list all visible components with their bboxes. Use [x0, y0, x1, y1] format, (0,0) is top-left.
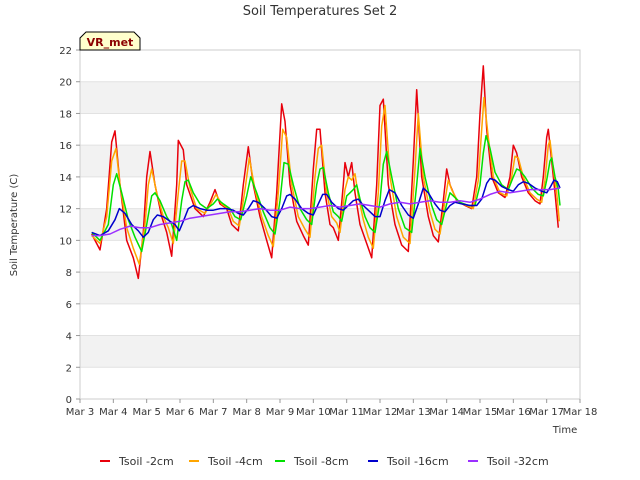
x-tick-label: Mar 5 [132, 407, 160, 418]
x-tick-label: Mar 13 [396, 407, 431, 418]
y-tick-label: 12 [59, 205, 72, 216]
x-tick-label: Mar 4 [99, 407, 127, 418]
legend: Tsoil -2cm Tsoil -4cm Tsoil -8cm Tsoil -16c… [100, 455, 549, 468]
x-axis-ticks: Mar 3 Mar 4 Mar 5 Mar 6 Mar 7 Mar 8 Mar 9 Mar 1… [66, 399, 598, 418]
badge-label: VR_met [87, 36, 134, 49]
legend-entry: Tsoil -32cm [486, 455, 549, 468]
x-tick-label: Mar 11 [329, 407, 364, 418]
x-axis-label: Time [552, 425, 577, 436]
x-tick-label: Mar 9 [266, 407, 294, 418]
y-tick-label: 6 [66, 300, 72, 311]
x-tick-label: Mar 10 [296, 407, 331, 418]
x-tick-label: Mar 6 [166, 407, 194, 418]
x-tick-label: Mar 12 [363, 407, 398, 418]
chart-title: Soil Temperatures Set 2 [243, 4, 398, 19]
y-tick-label: 16 [59, 141, 72, 152]
plot-band [80, 81, 580, 114]
plot-band [80, 335, 580, 368]
plot-band [80, 272, 580, 304]
series-line-tsoil32cm [91, 187, 561, 237]
y-axis-ticks: 0 2 4 6 8 10 12 14 16 18 20 22 [59, 46, 80, 406]
plot-frame [79, 49, 581, 400]
plot-background-bands [80, 81, 580, 368]
x-tick-label: Mar 18 [563, 407, 598, 418]
y-tick-label: 8 [66, 268, 72, 279]
legend-entry: Tsoil -8cm [293, 455, 349, 468]
x-tick-label: Mar 8 [232, 407, 260, 418]
legend-entry: Tsoil -16cm [386, 455, 449, 468]
series-line-tsoil16cm [91, 177, 561, 238]
y-tick-label: 10 [59, 236, 72, 247]
y-tick-label: 22 [59, 46, 72, 57]
y-tick-label: 2 [66, 363, 72, 374]
x-tick-label: Mar 16 [496, 407, 531, 418]
y-tick-label: 18 [59, 109, 72, 120]
x-tick-label: Mar 3 [66, 407, 94, 418]
y-tick-label: 0 [66, 395, 72, 406]
series-lines [91, 65, 561, 280]
legend-entry: Tsoil -4cm [207, 455, 263, 468]
y-tick-label: 4 [66, 332, 72, 343]
series-line-tsoil8cm [91, 134, 561, 253]
x-tick-label: Mar 15 [463, 407, 498, 418]
y-tick-label: 20 [59, 78, 72, 89]
x-tick-label: Mar 7 [199, 407, 227, 418]
x-tick-label: Mar 17 [529, 407, 564, 418]
station-badge: VR_met [79, 31, 141, 51]
legend-entry: Tsoil -2cm [118, 455, 174, 468]
x-tick-label: Mar 14 [429, 407, 464, 418]
plot-band [80, 145, 580, 177]
badge-shape [79, 31, 141, 51]
y-axis-label: Soil Temperature (C) [9, 174, 20, 277]
y-tick-label: 14 [59, 173, 72, 184]
